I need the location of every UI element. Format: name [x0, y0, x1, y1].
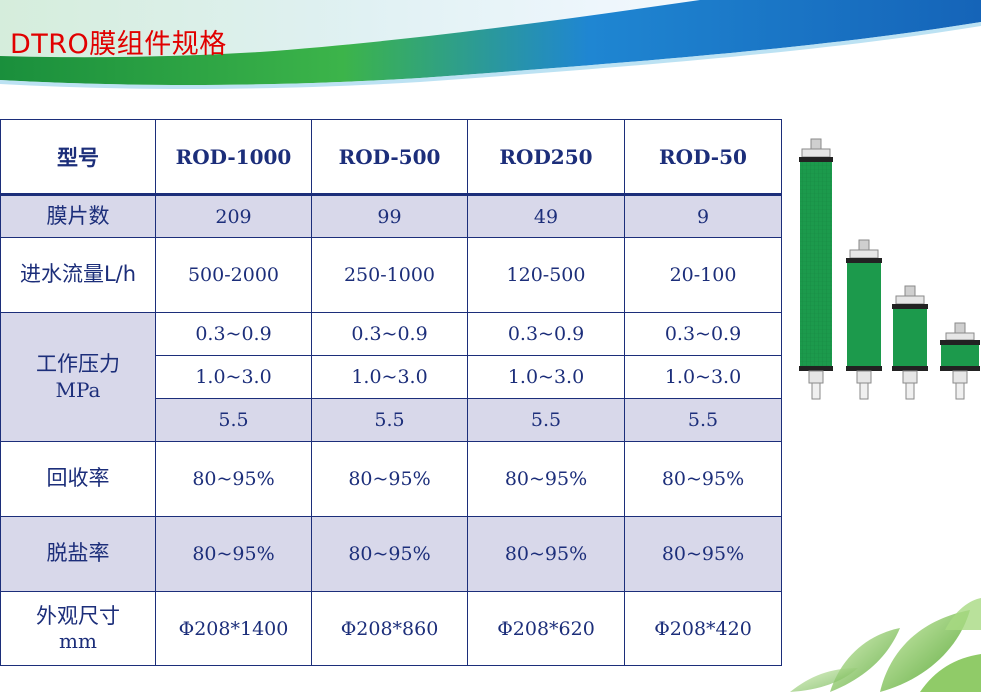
model-name: ROD-50: [624, 119, 782, 196]
dimensions-row: 外观尺寸 mm Φ208*1400 Φ208*860 Φ208*620 Φ208…: [0, 591, 782, 666]
module-rod-1000-image: [799, 138, 833, 400]
header-banner: [0, 0, 981, 89]
recovery-value: 80~95%: [467, 441, 625, 517]
inflow-value: 250-1000: [311, 237, 468, 313]
pressure-value: 1.0~3.0: [467, 355, 625, 399]
pressure-label: 工作压力: [36, 352, 120, 377]
pressure-unit: MPa: [55, 377, 101, 402]
pressure-value: 5.5: [311, 398, 468, 442]
recovery-row: 回收率 80~95% 80~95% 80~95% 80~95%: [0, 441, 782, 517]
inflow-value: 20-100: [624, 237, 782, 313]
model-name: ROD-1000: [155, 119, 312, 196]
recovery-value: 80~95%: [155, 441, 312, 517]
pressure-value: 0.3~0.9: [311, 312, 468, 356]
dimensions-label-cell: 外观尺寸 mm: [0, 591, 156, 666]
model-header-label: 型号: [0, 119, 156, 196]
dimensions-value: Φ208*1400: [155, 591, 312, 666]
page-title: DTRO膜组件规格: [10, 29, 227, 60]
desalination-value: 80~95%: [311, 516, 468, 592]
pressure-value: 0.3~0.9: [467, 312, 625, 356]
membranes-value: 209: [155, 194, 312, 238]
pressure-value: 5.5: [467, 398, 625, 442]
pressure-row: 5.5 5.5 5.5 5.5: [1, 398, 782, 442]
model-name: ROD250: [467, 119, 625, 196]
inflow-value: 500-2000: [155, 237, 312, 313]
membranes-value: 99: [311, 194, 468, 238]
module-rod250-image: [892, 285, 928, 400]
pressure-row: 1.0~3.0 1.0~3.0 1.0~3.0 1.0~3.0: [1, 355, 782, 399]
pressure-value: 0.3~0.9: [155, 312, 312, 356]
desalination-value: 80~95%: [155, 516, 312, 592]
spec-table: 型号 ROD-1000 ROD-500 ROD250 ROD-50 膜片数 20…: [0, 119, 782, 666]
pressure-value: 1.0~3.0: [624, 355, 782, 399]
dimensions-unit: mm: [59, 629, 97, 654]
module-rod-500-image: [846, 239, 882, 400]
dtro-modules-illustration: [799, 138, 980, 400]
desalination-value: 80~95%: [467, 516, 625, 592]
module-rod-50-image: [940, 322, 980, 400]
pressure-value: 0.3~0.9: [624, 312, 782, 356]
inflow-row: 进水流量L/h 500-2000 250-1000 120-500 20-100: [0, 237, 782, 313]
membranes-row: 膜片数 209 99 49 9: [0, 194, 782, 238]
pressure-label-cell: 工作压力 MPa: [0, 312, 156, 442]
header-row: 型号 ROD-1000 ROD-500 ROD250 ROD-50: [0, 119, 782, 196]
inflow-label: 进水流量L/h: [0, 237, 156, 313]
leaves-decoration: [790, 598, 981, 692]
recovery-value: 80~95%: [311, 441, 468, 517]
membranes-label: 膜片数: [0, 194, 156, 238]
pressure-value: 5.5: [624, 398, 782, 442]
dimensions-label: 外观尺寸: [36, 603, 120, 628]
pressure-value: 1.0~3.0: [311, 355, 468, 399]
dimensions-value: Φ208*420: [624, 591, 782, 666]
membranes-value: 9: [624, 194, 782, 238]
recovery-label: 回收率: [0, 441, 156, 517]
pressure-value: 5.5: [155, 398, 312, 442]
desalination-row: 脱盐率 80~95% 80~95% 80~95% 80~95%: [0, 516, 782, 592]
dimensions-value: Φ208*620: [467, 591, 625, 666]
desalination-value: 80~95%: [624, 516, 782, 592]
inflow-value: 120-500: [467, 237, 625, 313]
desalination-label: 脱盐率: [0, 516, 156, 592]
recovery-value: 80~95%: [624, 441, 782, 517]
model-name: ROD-500: [311, 119, 468, 196]
dimensions-value: Φ208*860: [311, 591, 468, 666]
pressure-value: 1.0~3.0: [155, 355, 312, 399]
pressure-row: 工作压力 MPa 0.3~0.9 0.3~0.9 0.3~0.9 0.3~0.9: [0, 312, 782, 442]
membranes-value: 49: [467, 194, 625, 238]
